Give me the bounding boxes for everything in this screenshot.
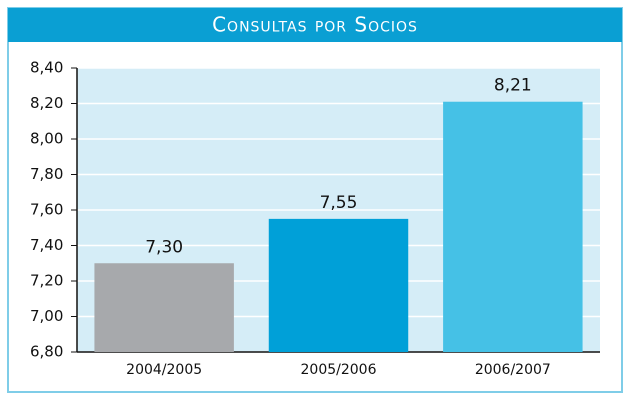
x-tick-label: 2006/2007: [475, 362, 551, 378]
y-tick-label: 7,20: [30, 272, 63, 290]
bar: [443, 101, 583, 352]
bar: [94, 263, 234, 352]
y-tick-label: 7,40: [30, 236, 63, 254]
y-tick-label: 7,00: [30, 307, 63, 325]
x-tick-label: 2005/2006: [301, 362, 377, 378]
value-label: 7,55: [320, 193, 358, 213]
y-tick-label: 8,40: [30, 59, 63, 77]
title-band: [8, 8, 622, 42]
y-tick-label: 6,80: [30, 343, 63, 361]
y-tick-label: 8,20: [30, 94, 63, 112]
y-tick-label: 8,00: [30, 130, 63, 148]
value-label: 8,21: [494, 76, 532, 96]
x-tick-label: 2004/2005: [126, 362, 202, 378]
y-tick-label: 7,60: [30, 201, 63, 219]
chart-title: Consultas por Socios: [212, 13, 418, 37]
y-tick-label: 7,80: [30, 165, 63, 183]
bar: [268, 218, 409, 352]
value-label: 7,30: [145, 237, 183, 257]
